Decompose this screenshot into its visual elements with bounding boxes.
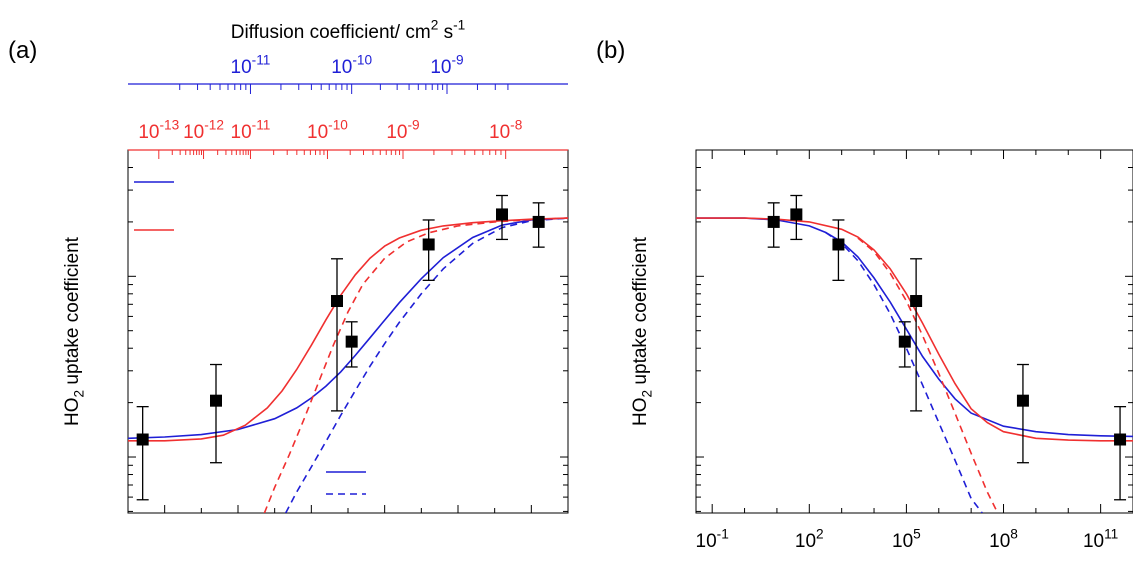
chart-panel-a: HO2 uptake coefficient 10-13 10-12 10-11 10-… bbox=[62, 17, 569, 514]
data-point bbox=[1114, 433, 1127, 446]
data-point bbox=[910, 295, 923, 308]
data-point bbox=[767, 215, 780, 228]
top-axis-diffusion-label: 10-10 bbox=[331, 52, 372, 78]
series-line-red-solid bbox=[696, 217, 1133, 442]
y-axis-title: HO2 uptake coefficient bbox=[62, 236, 87, 426]
data-point bbox=[210, 394, 222, 407]
data-point bbox=[136, 433, 149, 446]
series-line-blue-solid bbox=[696, 217, 1133, 438]
x-tick-label: 10-1 bbox=[696, 526, 729, 552]
panel-a-label: (a) bbox=[8, 37, 37, 64]
data-point bbox=[422, 238, 435, 251]
curves bbox=[696, 217, 1133, 513]
series-line-red-solid bbox=[128, 217, 568, 442]
series-line-blue-dashed bbox=[825, 231, 983, 513]
series-line-red-dashed bbox=[263, 217, 568, 513]
curves bbox=[128, 217, 568, 513]
y-axis-title: HO2 uptake coefficient bbox=[630, 236, 655, 426]
top-axis-red-label: 10-13 bbox=[138, 117, 179, 143]
top-axis-diffusion-title: Diffusion coefficient/ cm2 s-1 bbox=[231, 17, 466, 43]
top-axis-red-label: 10-11 bbox=[231, 117, 271, 143]
data-point bbox=[1016, 394, 1029, 407]
top-axis-red-label: 10-10 bbox=[307, 117, 348, 143]
top-axis-red-label: 10-12 bbox=[183, 117, 224, 143]
data-point bbox=[790, 208, 803, 221]
data-point bbox=[496, 208, 508, 221]
data-point bbox=[331, 295, 343, 308]
x-tick-label: 108 bbox=[989, 526, 1018, 552]
data-point bbox=[532, 215, 545, 228]
chart-panel-b: HO2 uptake coefficient 10-1 102 105 108 1011 bbox=[630, 149, 1133, 552]
panel-b-label: (b) bbox=[596, 37, 625, 64]
top-axis-diffusion-label: 10-9 bbox=[430, 52, 463, 78]
series-line-red-dashed bbox=[857, 237, 999, 513]
x-tick-label: 1011 bbox=[1083, 526, 1118, 552]
top-axis-red-label: 10-8 bbox=[489, 117, 523, 143]
data-point bbox=[898, 335, 911, 348]
x-tick-label: 105 bbox=[892, 526, 921, 552]
series-line-blue-solid bbox=[128, 217, 568, 440]
top-axis-red-label: 10-9 bbox=[386, 117, 419, 143]
series-line-blue-dashed bbox=[284, 217, 568, 513]
data-point bbox=[345, 335, 358, 348]
x-tick-label: 102 bbox=[795, 526, 824, 552]
top-axis-diffusion-label: 10-11 bbox=[231, 52, 271, 78]
data-point bbox=[832, 238, 845, 251]
plot-frame bbox=[695, 149, 1133, 514]
